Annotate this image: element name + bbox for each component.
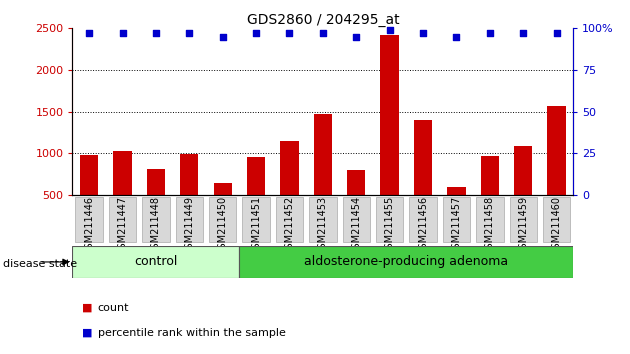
Point	[218, 34, 228, 40]
Text: GSM211447: GSM211447	[118, 196, 127, 255]
Bar	[214, 183, 232, 236]
Text: GSM211451: GSM211451	[251, 196, 261, 255]
Bar	[414, 120, 432, 236]
Text: GSM211448: GSM211448	[151, 196, 161, 255]
Bar	[447, 187, 466, 236]
Point	[552, 30, 562, 36]
Point	[385, 27, 395, 33]
Text: control: control	[134, 256, 178, 268]
Bar	[176, 197, 203, 242]
Text: GSM211453: GSM211453	[318, 196, 328, 255]
Text: count: count	[98, 303, 129, 313]
Text: GSM211450: GSM211450	[218, 196, 227, 255]
Point	[251, 30, 261, 36]
Bar	[209, 197, 236, 242]
Bar	[376, 197, 403, 242]
Bar	[547, 106, 566, 236]
Text: GSM211455: GSM211455	[385, 196, 394, 256]
Bar	[481, 156, 499, 236]
Bar	[314, 114, 332, 236]
Point	[452, 34, 462, 40]
Point	[151, 30, 161, 36]
Bar	[476, 197, 503, 242]
Bar	[280, 141, 299, 236]
Bar	[543, 197, 570, 242]
Text: GSM211456: GSM211456	[418, 196, 428, 255]
Text: GSM211459: GSM211459	[518, 196, 528, 255]
Bar	[180, 154, 198, 236]
Point	[84, 30, 94, 36]
Bar	[243, 197, 270, 242]
Text: GSM211452: GSM211452	[285, 196, 294, 256]
Bar	[76, 197, 103, 242]
Bar	[147, 169, 165, 236]
Point	[118, 30, 128, 36]
Text: GSM211449: GSM211449	[185, 196, 194, 255]
Point	[185, 30, 195, 36]
Text: ■: ■	[82, 303, 93, 313]
Text: GSM211457: GSM211457	[452, 196, 461, 256]
Text: GSM211458: GSM211458	[485, 196, 495, 255]
Text: ■: ■	[82, 328, 93, 338]
Point	[518, 30, 529, 36]
Bar	[410, 197, 437, 242]
Text: GSM211454: GSM211454	[352, 196, 361, 255]
Bar	[381, 35, 399, 236]
Bar	[309, 197, 336, 242]
Bar	[276, 197, 303, 242]
Text: disease state: disease state	[3, 259, 77, 269]
Bar	[80, 155, 98, 236]
Bar	[514, 145, 532, 236]
Bar	[239, 246, 573, 278]
Point	[285, 30, 295, 36]
Text: GSM211460: GSM211460	[552, 196, 561, 255]
Text: percentile rank within the sample: percentile rank within the sample	[98, 328, 285, 338]
Bar	[510, 197, 537, 242]
Bar	[347, 170, 365, 236]
Bar	[142, 197, 169, 242]
Bar	[247, 157, 265, 236]
Text: aldosterone-producing adenoma: aldosterone-producing adenoma	[304, 256, 508, 268]
Point	[318, 30, 328, 36]
Bar	[109, 197, 136, 242]
Text: GSM211446: GSM211446	[84, 196, 94, 255]
Point	[352, 34, 362, 40]
Title: GDS2860 / 204295_at: GDS2860 / 204295_at	[246, 13, 399, 27]
Bar	[343, 197, 370, 242]
Point	[485, 30, 495, 36]
Bar	[113, 152, 132, 236]
Bar	[443, 197, 470, 242]
Point	[418, 30, 428, 36]
Bar	[72, 246, 239, 278]
